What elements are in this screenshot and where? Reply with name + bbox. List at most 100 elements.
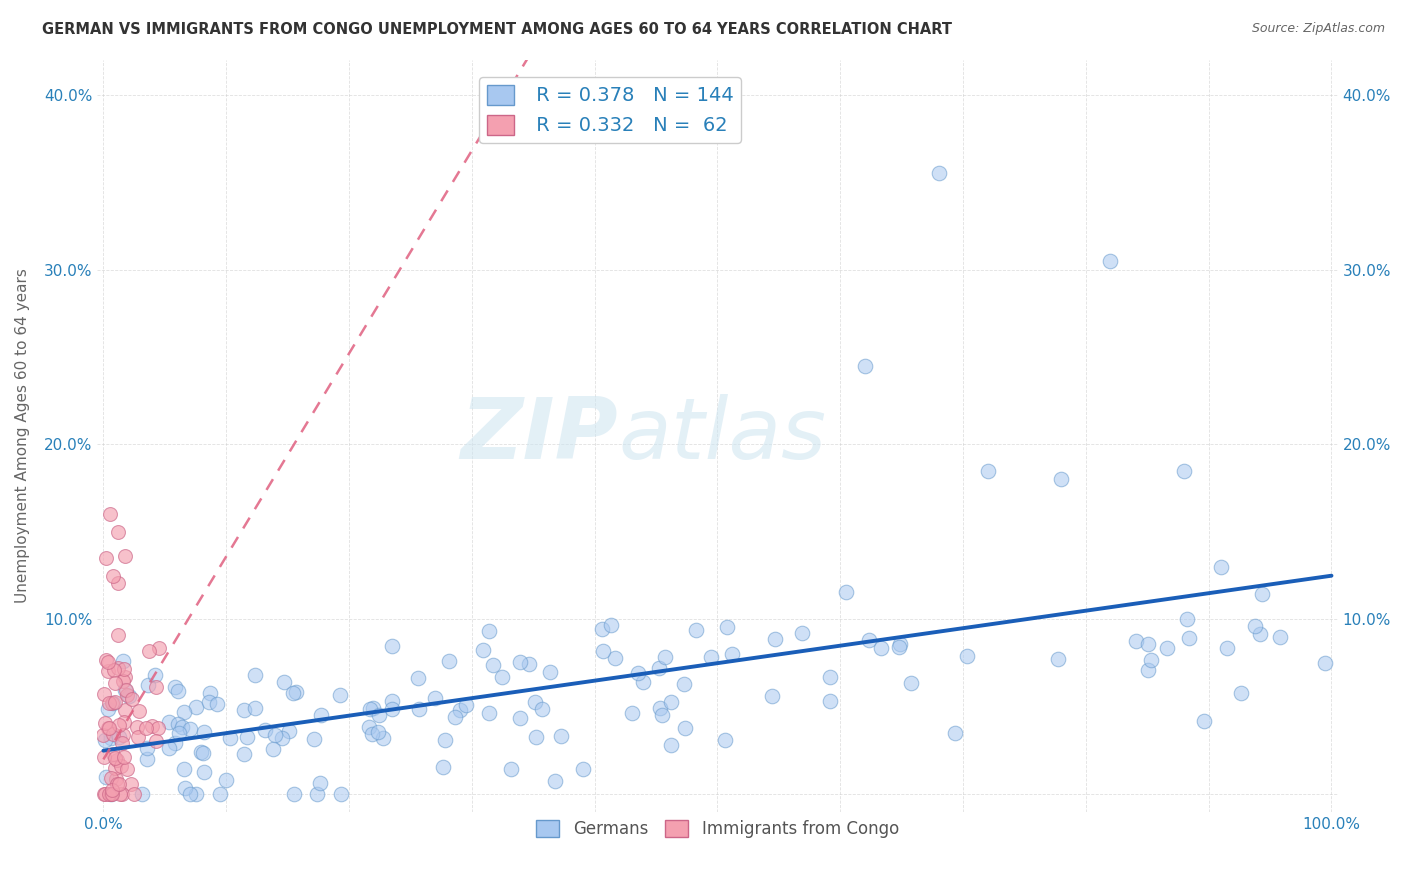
Point (835, 585, 858, 599)
Point (120, 777, 142, 791)
Point (179, 788, 201, 802)
Point (173, 762, 195, 776)
Point (818, 694, 841, 708)
Point (1243, 619, 1265, 633)
Point (145, 681, 167, 695)
Point (170, 720, 193, 734)
Point (100, 788, 122, 802)
Point (620, 706, 643, 720)
Point (148, 640, 170, 655)
Point (205, 698, 228, 712)
Point (105, 772, 128, 787)
Point (1209, 560, 1232, 574)
Point (254, 723, 277, 737)
Point (101, 788, 124, 802)
Point (792, 625, 814, 640)
Point (889, 636, 911, 650)
Point (115, 689, 138, 703)
Point (184, 788, 207, 802)
Point (159, 714, 181, 729)
Point (190, 745, 212, 759)
Point (112, 715, 135, 730)
Point (100, 771, 122, 785)
Point (104, 761, 127, 775)
Text: Source: ZipAtlas.com: Source: ZipAtlas.com (1251, 22, 1385, 36)
Point (94, 716, 117, 731)
Point (94, 770, 117, 784)
Point (305, 788, 328, 802)
Point (193, 764, 215, 779)
Point (360, 727, 382, 741)
Point (408, 702, 430, 716)
Y-axis label: Unemployment Among Ages 60 to 64 years: Unemployment Among Ages 60 to 64 years (15, 268, 30, 603)
Point (423, 690, 446, 705)
Point (572, 762, 595, 776)
Point (1136, 664, 1159, 678)
Point (94, 551, 117, 566)
Point (114, 703, 136, 717)
Point (1136, 637, 1159, 651)
Point (627, 665, 650, 680)
Point (169, 726, 191, 740)
Point (136, 678, 159, 692)
Point (1139, 653, 1161, 667)
Point (763, 632, 786, 647)
Text: GERMAN VS IMMIGRANTS FROM CONGO UNEMPLOYMENT AMONG AGES 60 TO 64 YEARS CORRELATI: GERMAN VS IMMIGRANTS FROM CONGO UNEMPLOY… (42, 22, 952, 37)
Point (101, 727, 124, 741)
Point (93, 687, 115, 701)
Point (173, 706, 195, 720)
Point (406, 671, 429, 685)
Point (107, 628, 129, 642)
Point (853, 359, 876, 373)
Point (236, 730, 259, 744)
Point (96, 664, 118, 678)
Point (654, 649, 676, 664)
Point (285, 685, 308, 699)
Point (900, 675, 922, 690)
Point (145, 734, 167, 748)
Point (98, 788, 121, 802)
Point (1178, 631, 1201, 645)
Point (97, 721, 120, 735)
Point (308, 776, 330, 790)
Point (107, 524, 129, 539)
Point (174, 780, 197, 795)
Point (118, 689, 141, 703)
Point (1156, 641, 1178, 656)
Point (114, 683, 136, 698)
Point (115, 763, 138, 777)
Point (956, 649, 979, 664)
Point (329, 688, 352, 702)
Point (1125, 633, 1147, 648)
Point (659, 738, 682, 752)
Point (648, 701, 671, 715)
Point (381, 694, 404, 708)
Point (381, 702, 404, 716)
Point (104, 676, 127, 690)
Point (122, 788, 145, 802)
Legend: Germans, Immigrants from Congo: Germans, Immigrants from Congo (530, 814, 905, 845)
Point (550, 730, 572, 744)
Point (179, 723, 201, 737)
Point (98, 696, 121, 710)
Point (107, 575, 129, 590)
Point (166, 684, 188, 698)
Point (127, 730, 149, 744)
Point (93, 728, 115, 742)
Point (135, 752, 157, 766)
Point (631, 675, 654, 690)
Point (135, 721, 157, 735)
Point (1249, 627, 1271, 641)
Point (114, 671, 136, 685)
Point (110, 759, 132, 773)
Point (281, 686, 304, 700)
Point (105, 777, 128, 791)
Point (97, 788, 120, 802)
Point (1230, 686, 1253, 700)
Point (278, 723, 301, 738)
Point (121, 692, 143, 706)
Point (111, 788, 134, 802)
Point (491, 670, 513, 684)
Point (685, 623, 707, 637)
Point (361, 701, 384, 715)
